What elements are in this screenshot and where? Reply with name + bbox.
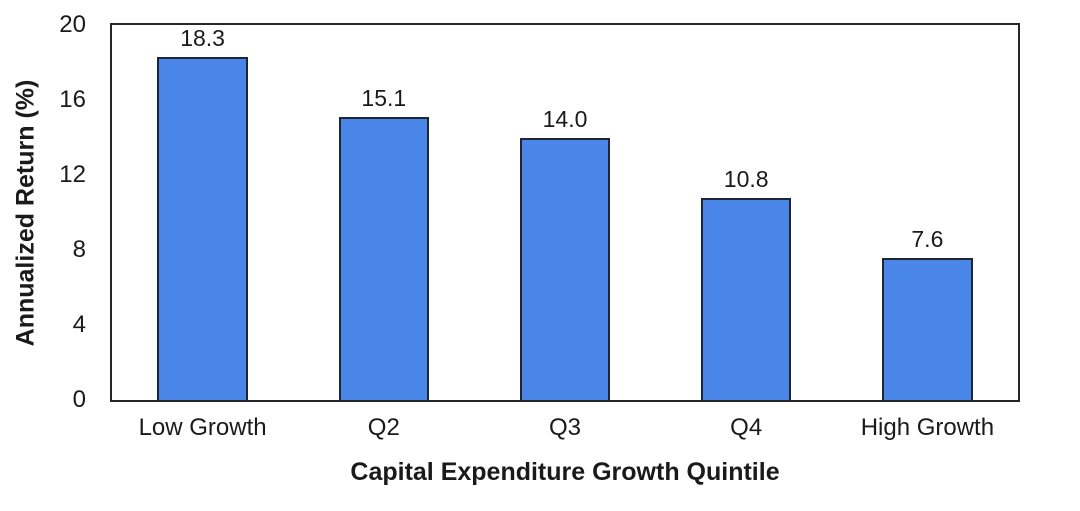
y-tick-label: 0 <box>72 386 86 413</box>
bar-value-label: 15.1 <box>361 84 407 111</box>
bar-value-label: 14.0 <box>542 105 588 132</box>
bar <box>700 197 792 400</box>
y-tick-label: 16 <box>59 86 86 113</box>
x-tick-label: Q2 <box>367 414 400 441</box>
bar-value-label: 18.3 <box>180 24 225 51</box>
bar <box>882 257 973 400</box>
y-tick-label: 12 <box>59 161 86 188</box>
y-tick-label: 20 <box>59 11 86 38</box>
bar-value-label: 10.8 <box>723 165 769 192</box>
y-tick-label: 8 <box>72 236 86 263</box>
x-axis-title: Capital Expenditure Growth Quintile <box>350 458 780 486</box>
x-tick-label: Q4 <box>730 414 763 441</box>
y-tick-label: 4 <box>72 311 86 338</box>
x-tick-label: Q3 <box>548 414 581 441</box>
x-tick-label: Low Growth <box>138 414 267 441</box>
x-tick-label: High Growth <box>860 414 995 441</box>
bar <box>338 116 430 400</box>
bar-value-label: 7.6 <box>911 225 944 252</box>
bar <box>519 137 611 400</box>
y-axis-title: Annualized Return (%) <box>11 79 40 347</box>
bar <box>157 56 248 400</box>
plot-area: 18.3 15.1 14.0 10.8 7.6 <box>110 23 1020 402</box>
